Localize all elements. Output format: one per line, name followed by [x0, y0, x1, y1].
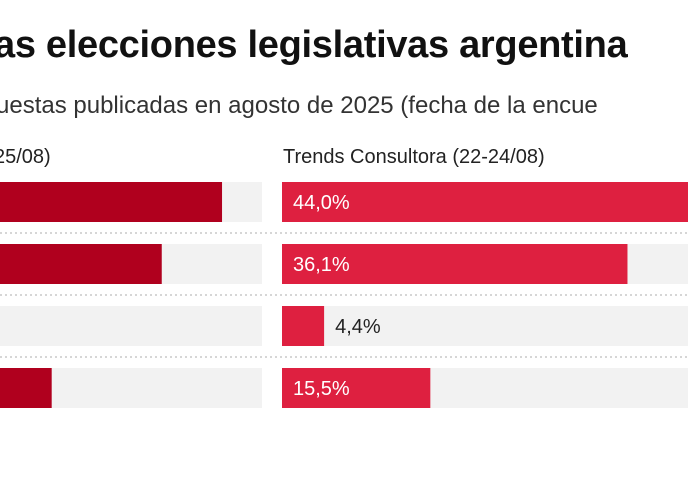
- bar-track: [0, 306, 262, 346]
- bar-0-0: [0, 182, 223, 222]
- chart-title: as elecciones legislativas argentina: [0, 24, 628, 66]
- panel-title-right: Trends Consultora (22-24/08): [283, 146, 545, 168]
- bar-0-1: [0, 244, 162, 284]
- bar-1-1: [282, 244, 628, 284]
- data-label: 15,5%: [293, 378, 350, 400]
- data-label: 36,1%: [293, 254, 350, 276]
- bar-0-3: [0, 368, 52, 408]
- bar-1-2: [282, 306, 325, 346]
- data-label: 44,0%: [293, 192, 350, 214]
- bar-track: [282, 306, 688, 346]
- chart-subtitle: uestas publicadas en agosto de 2025 (fec…: [0, 92, 598, 119]
- bar-1-0: [282, 182, 688, 222]
- bar-1-3: [282, 368, 431, 408]
- data-label: 4,4%: [335, 316, 381, 338]
- panel-title-left: 25/08): [0, 146, 51, 168]
